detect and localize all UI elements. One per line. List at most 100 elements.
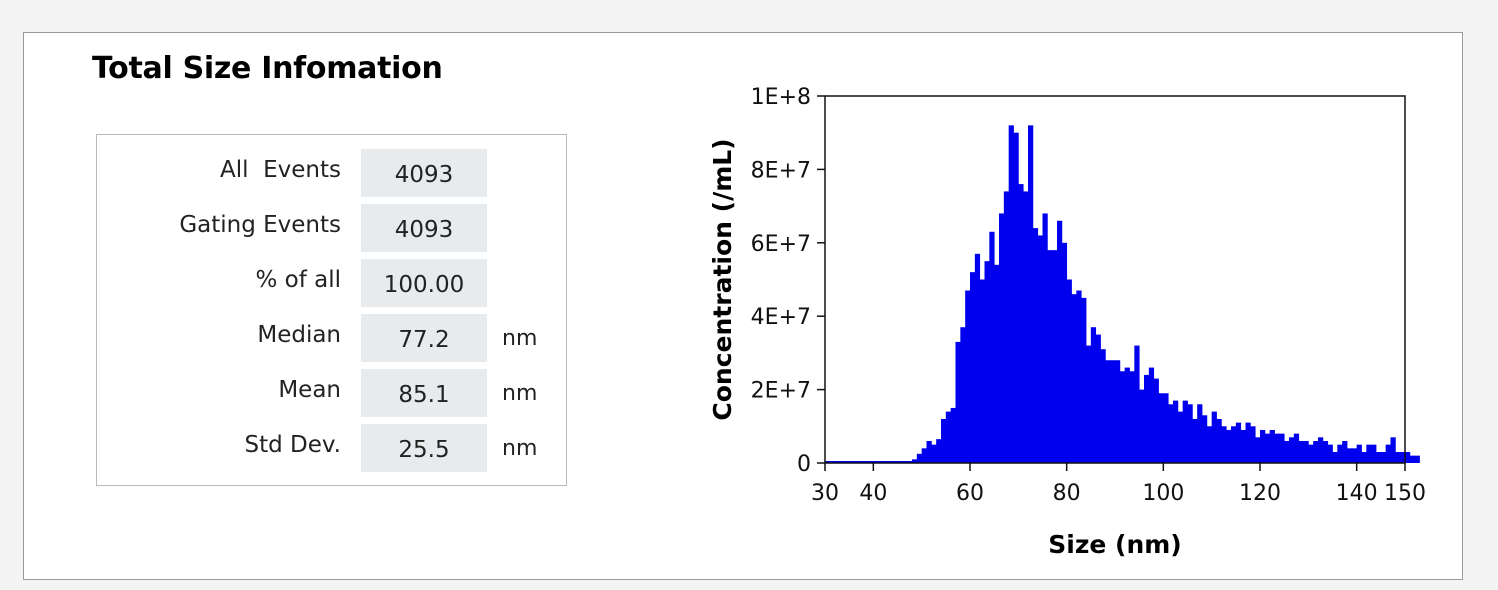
- histogram-bar: [1042, 213, 1048, 463]
- histogram-bar: [1119, 371, 1126, 463]
- stat-label: % of all: [255, 267, 341, 293]
- histogram-bar: [1163, 393, 1169, 463]
- stat-value: 85.1: [361, 369, 487, 417]
- stat-unit: nm: [502, 436, 538, 461]
- histogram-bar: [1289, 437, 1295, 463]
- y-tick-label: 2E+7: [751, 379, 811, 404]
- histogram-bar: [1231, 426, 1237, 463]
- histogram-bar: [1269, 429, 1275, 463]
- stat-label: Std Dev.: [244, 432, 341, 458]
- size-histogram-chart: 0 2E+7 4E+7 6E+7 8E+7 1E+8 30 40 60 80 100 120 140 15…: [708, 85, 1426, 559]
- histogram-bar: [1153, 378, 1159, 463]
- histogram-bar: [1400, 451, 1406, 463]
- histogram-bar: [1071, 294, 1077, 463]
- x-tick-label: 120: [1239, 481, 1281, 506]
- y-tick-label: 8E+7: [751, 158, 811, 183]
- stat-value: 4093: [361, 149, 487, 197]
- size-info-panel: Total Size Infomation All Events 4093 Ga…: [23, 32, 1463, 580]
- histogram-bar: [1405, 451, 1411, 463]
- histogram-bar: [1206, 426, 1213, 463]
- histogram-bar: [994, 264, 1000, 463]
- histogram-bar: [1095, 334, 1101, 463]
- histogram-bar: [1081, 297, 1087, 463]
- histogram-bar: [1332, 451, 1338, 463]
- histogram-bar: [1337, 444, 1343, 463]
- histogram-bar: [936, 439, 942, 463]
- histogram-bar: [1086, 345, 1092, 463]
- histogram-bar: [1168, 404, 1174, 463]
- histogram-bar: [1052, 250, 1058, 463]
- y-tick-label: 1E+8: [751, 85, 811, 110]
- histogram-bar: [1187, 404, 1193, 463]
- histogram-bar: [1409, 455, 1416, 463]
- histogram-bar: [1303, 440, 1309, 463]
- x-tick-label: 60: [956, 481, 984, 506]
- stat-value: 25.5: [361, 424, 487, 472]
- histogram-bar: [1211, 411, 1217, 463]
- stat-unit: nm: [502, 381, 538, 406]
- histogram-bar: [1264, 433, 1271, 463]
- histogram-bar: [926, 440, 932, 463]
- histogram-bar: [1129, 371, 1135, 463]
- x-tick-label: 150: [1384, 481, 1426, 506]
- histogram-bar: [1061, 242, 1068, 463]
- histogram-bar: [1293, 433, 1300, 463]
- histogram-bar: [1351, 448, 1358, 463]
- histogram-bar: [1037, 235, 1043, 463]
- stat-row-gating-events: Gating Events 4093: [97, 204, 566, 252]
- histogram-bar: [1255, 437, 1261, 463]
- histogram-bar: [1134, 345, 1140, 463]
- histogram-bar: [1308, 444, 1314, 463]
- x-axis-label: Size (nm): [1048, 530, 1181, 559]
- histogram-bar: [1216, 418, 1222, 463]
- histogram-bar: [1298, 440, 1304, 463]
- histogram-bar: [1057, 220, 1063, 463]
- stat-row-percent-of-all: % of all 100.00: [97, 259, 566, 307]
- y-tick-label: 4E+7: [751, 305, 811, 330]
- stat-row-mean: Mean 85.1 nm: [97, 369, 566, 417]
- histogram-bar: [1366, 444, 1372, 463]
- histogram-bar: [1274, 433, 1280, 463]
- stat-row-all-events: All Events 4093: [97, 149, 566, 197]
- histogram-bar: [1226, 429, 1232, 463]
- histogram-bar: [999, 213, 1005, 463]
- histogram-bar: [1327, 444, 1333, 463]
- histogram-bar: [1322, 440, 1329, 463]
- histogram-bar: [1148, 367, 1155, 463]
- histogram-bar: [1076, 290, 1082, 463]
- histogram-bar: [1284, 440, 1290, 463]
- histogram-bar: [1139, 389, 1145, 463]
- histogram-bar: [1066, 279, 1072, 463]
- histogram-bar: [984, 261, 990, 463]
- x-tick-label: 30: [811, 481, 839, 506]
- histogram-bar: [921, 448, 927, 463]
- histogram-bar: [1202, 415, 1208, 463]
- histogram-bar: [1182, 400, 1188, 463]
- histogram-bar: [1342, 440, 1348, 463]
- histogram-bar: [916, 453, 923, 463]
- y-tick-label: 6E+7: [751, 232, 811, 257]
- histogram-bar: [1361, 451, 1367, 463]
- histogram-bar: [1192, 418, 1198, 463]
- histogram-bar: [1347, 448, 1353, 463]
- histogram-bar: [1240, 429, 1246, 463]
- histogram-bar: [960, 327, 966, 463]
- stat-row-std-dev: Std Dev. 25.5 nm: [97, 424, 566, 472]
- histogram-bar: [1008, 125, 1014, 464]
- histogram-bar: [941, 418, 947, 463]
- histogram-bar: [1313, 440, 1319, 463]
- histogram-bar: [1124, 367, 1130, 463]
- histogram-bar: [974, 253, 981, 463]
- histogram-bar: [1158, 393, 1164, 463]
- histogram-bar: [1023, 191, 1029, 464]
- x-tick-label: 40: [859, 481, 887, 506]
- histogram-bar: [1318, 437, 1324, 463]
- x-tick-label: 80: [1053, 481, 1081, 506]
- x-tick-label: 140: [1336, 481, 1378, 506]
- histogram-bar: [1390, 437, 1396, 463]
- stat-row-median: Median 77.2 nm: [97, 314, 566, 362]
- histogram-bar: [1115, 360, 1121, 463]
- histogram-bar: [1110, 360, 1116, 463]
- stat-label: Mean: [278, 377, 341, 403]
- histogram-bar: [950, 407, 956, 463]
